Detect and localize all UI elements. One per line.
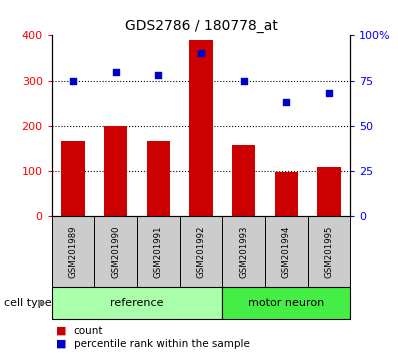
Text: ■: ■ — [56, 339, 66, 349]
Bar — [275, 172, 298, 216]
Text: reference: reference — [110, 298, 164, 308]
Bar — [146, 142, 170, 216]
Text: GSM201991: GSM201991 — [154, 225, 163, 278]
Point — [113, 69, 119, 74]
Text: percentile rank within the sample: percentile rank within the sample — [74, 339, 250, 349]
Text: GSM201992: GSM201992 — [197, 225, 205, 278]
Bar — [179, 216, 222, 287]
Point — [155, 72, 162, 78]
Point — [198, 51, 204, 56]
Bar — [52, 216, 94, 287]
Bar — [61, 142, 85, 216]
Bar — [232, 145, 256, 216]
Text: ▶: ▶ — [38, 298, 45, 308]
Text: GSM201994: GSM201994 — [282, 225, 291, 278]
Bar — [137, 216, 179, 287]
Point — [70, 78, 76, 83]
Bar — [104, 126, 127, 216]
Text: GSM201989: GSM201989 — [68, 225, 78, 278]
Title: GDS2786 / 180778_at: GDS2786 / 180778_at — [125, 19, 277, 33]
Point — [240, 78, 247, 83]
Bar — [222, 216, 265, 287]
Text: ■: ■ — [56, 326, 66, 336]
Text: motor neuron: motor neuron — [248, 298, 324, 308]
Text: GSM201990: GSM201990 — [111, 225, 120, 278]
Bar — [308, 216, 350, 287]
Bar — [222, 287, 350, 319]
Bar — [94, 216, 137, 287]
Bar — [265, 216, 308, 287]
Text: count: count — [74, 326, 103, 336]
Bar — [52, 287, 222, 319]
Bar — [189, 40, 213, 216]
Text: GSM201995: GSM201995 — [324, 225, 334, 278]
Text: GSM201993: GSM201993 — [239, 225, 248, 278]
Point — [326, 90, 332, 96]
Point — [283, 99, 289, 105]
Bar — [317, 167, 341, 216]
Text: cell type: cell type — [4, 298, 52, 308]
